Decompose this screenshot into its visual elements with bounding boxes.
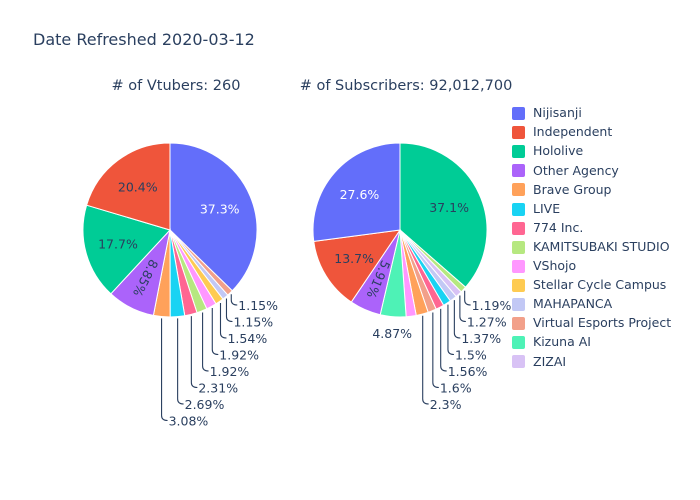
legend-swatch-icon — [512, 126, 525, 140]
slice-value-label: 1.92% — [210, 364, 250, 379]
page-title: Date Refreshed 2020-03-12 — [33, 30, 255, 49]
pie-slice[interactable] — [313, 229, 402, 303]
slice-value-label: 2.31% — [198, 381, 238, 396]
slice-value-label: 27.6% — [340, 187, 380, 202]
legend-swatch-icon — [512, 336, 525, 350]
legend-item[interactable]: Independent — [512, 123, 700, 142]
slice-value-label: 1.15% — [233, 315, 273, 330]
legend-item-label: 774 Inc. — [533, 219, 584, 235]
label-leader-line — [219, 302, 227, 339]
legend-swatch-icon — [512, 164, 525, 178]
label-leader-line — [459, 295, 466, 323]
label-leader-line — [211, 308, 219, 356]
legend-item[interactable]: Nijisanji — [512, 104, 700, 123]
slice-value-label: 2.3% — [430, 397, 462, 412]
legend[interactable]: Nijisanji Independent Hololive Other Agency… — [512, 104, 700, 372]
legend-item[interactable]: Stellar Cycle Campus — [512, 276, 700, 295]
subplot-title-subscribers: # of Subscribers: 92,012,700 — [299, 78, 513, 94]
label-leader-line — [453, 300, 461, 339]
slice-value-label: 37.3% — [200, 202, 240, 217]
label-leader-line — [161, 318, 168, 422]
legend-item-label: Kizuna AI — [533, 334, 591, 350]
slice-value-label: 20.4% — [118, 179, 158, 194]
legend-item[interactable]: 774 Inc. — [512, 219, 700, 238]
legend-item-label: MAHAPANCA — [533, 296, 613, 312]
slice-value-label: 2.69% — [185, 397, 225, 412]
slice-value-label: 1.54% — [227, 331, 267, 346]
slice-value-label: 1.27% — [467, 315, 507, 330]
legend-item[interactable]: KAMITSUBAKI STUDIO — [512, 238, 700, 257]
slice-value-label: 4.87% — [372, 326, 412, 341]
slice-value-label: 1.15% — [238, 298, 278, 313]
legend-item-label: Stellar Cycle Campus — [533, 277, 667, 293]
legend-item[interactable]: ZIZAI — [512, 352, 700, 371]
legend-item[interactable] — [512, 371, 700, 372]
legend-item-label: KAMITSUBAKI STUDIO — [533, 238, 670, 254]
pie-slice[interactable] — [82, 204, 171, 295]
legend-item[interactable]: Hololive — [512, 142, 700, 161]
legend-swatch-icon — [512, 259, 525, 273]
label-leader-line — [447, 304, 454, 356]
legend-item-label: Independent — [533, 124, 613, 140]
legend-item-label: Virtual Esports Project — [533, 315, 672, 331]
slice-value-label: 1.19% — [472, 298, 512, 313]
legend-item-label: Hololive — [533, 143, 584, 159]
legend-item[interactable]: LIVE — [512, 199, 700, 218]
legend-swatch-icon — [512, 355, 525, 369]
label-leader-line — [202, 312, 209, 372]
legend-item-label: Other Agency — [533, 162, 619, 178]
label-leader-line — [230, 294, 238, 306]
legend-item-label: ZIZAI — [533, 353, 567, 369]
label-leader-line — [440, 308, 447, 372]
legend-swatch-icon — [512, 297, 525, 311]
slice-value-label: 3.08% — [169, 414, 209, 429]
pie-slice[interactable] — [169, 142, 258, 292]
slice-value-label: 1.56% — [448, 364, 488, 379]
legend-item[interactable]: Kizuna AI — [512, 333, 700, 352]
legend-swatch-icon — [512, 240, 525, 254]
label-leader-line — [432, 312, 439, 389]
legend-swatch-icon — [512, 183, 525, 197]
label-leader-line — [177, 318, 184, 405]
legend-swatch-icon — [512, 107, 525, 121]
legend-swatch-icon — [512, 221, 525, 235]
slice-value-label: 13.7% — [334, 251, 374, 266]
slice-value-label: 37.1% — [429, 200, 469, 215]
legend-swatch-icon — [512, 202, 525, 216]
slice-value-label: 1.92% — [219, 348, 259, 363]
legend-item[interactable]: MAHAPANCA — [512, 295, 700, 314]
slice-value-label: 1.6% — [440, 381, 472, 396]
legend-swatch-icon — [512, 145, 525, 159]
legend-item-label: Nijisanji — [533, 105, 582, 121]
legend-item-label: LIVE — [533, 200, 561, 216]
legend-item[interactable]: VShojo — [512, 257, 700, 276]
legend-swatch-icon — [512, 317, 525, 331]
label-leader-line — [190, 316, 198, 389]
slice-value-label: 1.37% — [461, 331, 501, 346]
legend-item-label: VShojo — [533, 258, 577, 274]
legend-swatch-icon — [512, 278, 525, 292]
subplot-title-vtubers: # of Vtubers: 260 — [111, 78, 241, 94]
label-leader-line — [225, 298, 233, 323]
legend-item[interactable]: Brave Group — [512, 180, 700, 199]
label-leader-line — [422, 315, 429, 405]
label-leader-line — [464, 290, 471, 306]
pie-slice[interactable] — [85, 142, 171, 231]
slice-value-label: 17.7% — [98, 237, 138, 252]
legend-item[interactable]: Virtual Esports Project — [512, 314, 700, 333]
pie-slice[interactable] — [312, 142, 401, 242]
legend-item-label: Brave Group — [533, 181, 612, 197]
pie-slice[interactable] — [399, 142, 488, 288]
slice-value-label: 1.5% — [455, 348, 487, 363]
legend-item[interactable]: Other Agency — [512, 161, 700, 180]
